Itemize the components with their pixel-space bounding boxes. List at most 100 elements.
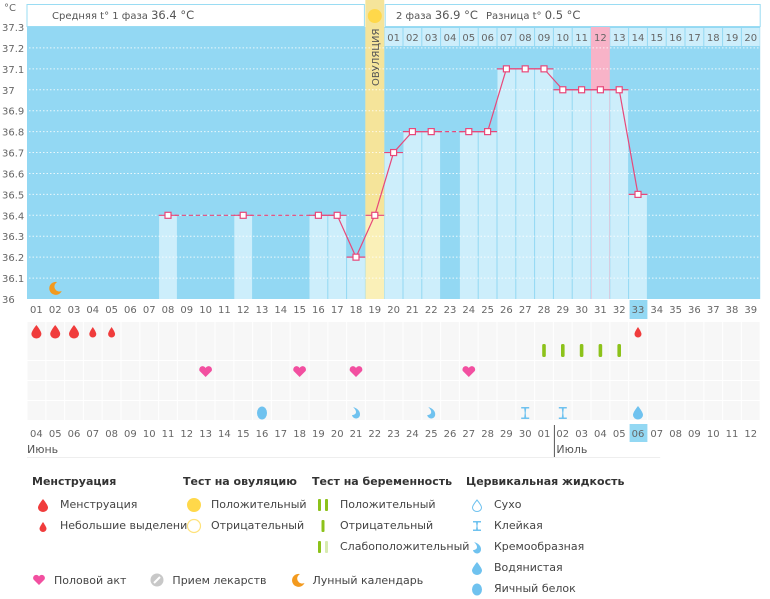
symptom-cell <box>309 401 328 420</box>
phase2-header-box <box>384 4 761 27</box>
symptom-cell <box>704 322 723 341</box>
symptom-cell <box>516 381 535 400</box>
legend-item: Кремообразная <box>494 540 585 553</box>
moon-icon <box>291 573 305 587</box>
y-tick-label: 36 <box>2 295 15 306</box>
symptom-cell <box>234 361 253 380</box>
symptom-cell <box>497 381 516 400</box>
symptom-cell <box>121 381 140 400</box>
symptom-cell <box>271 401 290 420</box>
calendar-date-label: 24 <box>406 429 419 440</box>
symptom-cell <box>309 361 328 380</box>
ovulation-label: ОВУЛЯЦИЯ <box>371 29 382 87</box>
symptom-cell <box>535 381 553 400</box>
symptom-cell <box>46 381 65 400</box>
symptom-cell <box>234 401 253 420</box>
temperature-bar <box>459 131 478 299</box>
symptom-cell <box>685 381 704 400</box>
symptom-cell <box>121 361 140 380</box>
symptom-cell <box>572 322 591 341</box>
calendar-date-label: 03 <box>575 429 588 440</box>
symptom-cell <box>666 322 685 341</box>
phase2-day-label: 02 <box>406 33 419 44</box>
phase1-avg-label: Средняя t° 1 фаза 36.4 °C <box>52 8 194 22</box>
symptom-cell <box>384 401 403 420</box>
symptom-cell <box>140 381 159 400</box>
phase2-day-cell <box>422 28 441 46</box>
calendar-date-label: 14 <box>218 429 231 440</box>
cycle-day-label: 34 <box>650 305 663 316</box>
symptom-cell <box>516 361 535 380</box>
symptom-cell <box>610 381 629 400</box>
symptom-cell <box>629 341 647 360</box>
calendar-date-label: 02 <box>556 429 569 440</box>
symptom-cell <box>159 341 177 360</box>
today-date-highlight <box>629 424 648 442</box>
symptom-cell <box>215 341 234 360</box>
symptom-cell <box>497 322 516 341</box>
symptom-cell <box>384 381 403 400</box>
small-drop-icon <box>32 520 54 532</box>
calendar-date-label: 22 <box>368 429 381 440</box>
month-label-june: Июнь <box>27 443 59 456</box>
y-tick-label: 37.3 <box>2 23 24 34</box>
symptom-cell <box>741 401 760 420</box>
legend-item: Яичный белок <box>494 582 576 595</box>
phase2-day-cell <box>384 28 403 46</box>
symptom-cell <box>497 401 516 420</box>
cycle-day-label: 36 <box>688 305 701 316</box>
calendar-date-label: 19 <box>312 429 325 440</box>
temperature-line-segment <box>336 215 357 258</box>
legend-title: Тест на овуляцию <box>183 475 297 488</box>
month-label-july: Июль <box>556 443 588 456</box>
symptom-cell <box>234 381 253 400</box>
cycle-day-label: 33 <box>632 305 645 316</box>
cycle-day-label: 26 <box>500 305 513 316</box>
symptom-cell <box>497 361 516 380</box>
legend-item: Клейкая <box>494 519 543 532</box>
symptom-cell <box>572 361 591 380</box>
symptom-cell <box>102 341 121 360</box>
symptom-cell <box>102 401 121 420</box>
cycle-day-label: 23 <box>444 305 457 316</box>
calendar-date-label: 17 <box>274 429 287 440</box>
symptom-cell <box>403 381 422 400</box>
symptom-cell <box>516 322 535 341</box>
calendar-date-label: 09 <box>688 429 701 440</box>
symptom-cell <box>441 361 459 380</box>
calendar-date-label: 25 <box>425 429 438 440</box>
blood-drop-icon <box>31 325 42 339</box>
symptom-cell <box>46 401 65 420</box>
symptom-cell <box>196 341 215 360</box>
temperature-point <box>502 65 510 73</box>
symptom-cell <box>666 341 685 360</box>
calendar-date-label: 30 <box>519 429 532 440</box>
temperature-point <box>484 128 492 136</box>
watery-icon <box>466 561 488 575</box>
creamy-icon <box>466 540 488 554</box>
cycle-day-label: 29 <box>556 305 569 316</box>
symptom-cell <box>591 401 610 420</box>
symptom-cell <box>610 361 629 380</box>
phase2-day-cell <box>535 28 553 46</box>
calendar-date-label: 07 <box>86 429 99 440</box>
symptom-cell <box>65 341 83 360</box>
symptom-cell <box>65 381 83 400</box>
phase2-day-cell <box>685 28 704 46</box>
small-drop-icon <box>634 327 642 338</box>
symptom-cell <box>478 341 497 360</box>
symptom-cell <box>65 401 83 420</box>
symptom-cell <box>403 361 422 380</box>
temperature-bar <box>309 215 328 299</box>
symptom-cell <box>27 341 46 360</box>
symptom-cell <box>234 341 253 360</box>
cycle-day-label: 28 <box>538 305 551 316</box>
symptom-cell <box>723 341 741 360</box>
cycle-day-label: 14 <box>274 305 287 316</box>
symptom-cell <box>328 361 347 380</box>
temperature-line-segment <box>355 215 376 258</box>
symptom-cell <box>365 322 384 341</box>
egg-white-icon <box>466 582 488 596</box>
legend-title: Менструация <box>32 475 117 488</box>
phase2-day-label: 08 <box>519 33 532 44</box>
